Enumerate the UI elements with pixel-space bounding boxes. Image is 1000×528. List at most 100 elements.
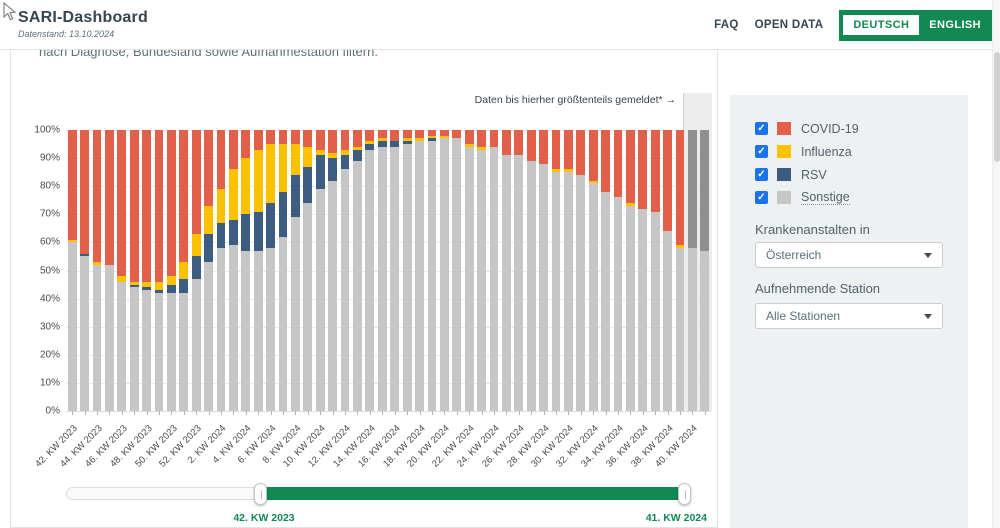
stacked-bar-45-kw-2023[interactable] — [105, 130, 114, 411]
bar-segment-covid-19 — [601, 130, 610, 192]
stacked-bar-52-kw-2023[interactable] — [191, 130, 201, 411]
stacked-bar-27-kw-2024[interactable] — [526, 130, 536, 411]
stacked-bar-12-kw-2024[interactable] — [340, 130, 350, 411]
stacked-bar-6-kw-2024[interactable] — [266, 130, 276, 411]
bar-segment-rsv — [353, 149, 362, 161]
hospital-select[interactable]: Österreich — [755, 242, 943, 268]
stacked-bar-29-kw-2024[interactable] — [551, 130, 561, 411]
x-axis-tick — [357, 411, 359, 415]
stacked-bar-51-kw-2023[interactable] — [179, 130, 189, 411]
stacked-bar-39-kw-2024[interactable] — [675, 130, 685, 411]
stacked-bar-33-kw-2024[interactable] — [601, 130, 610, 411]
stacked-bar-25-kw-2024[interactable] — [501, 130, 511, 411]
stacked-bar-14-kw-2024[interactable] — [365, 130, 375, 411]
stacked-bar-5-kw-2024[interactable] — [253, 130, 263, 411]
stacked-bar-13-kw-2024[interactable] — [353, 130, 362, 411]
bar-segment-rsv — [303, 166, 313, 204]
stacked-bar-48-kw-2023[interactable] — [142, 130, 152, 411]
stacked-bar-35-kw-2024[interactable] — [625, 130, 635, 411]
bar-segment-covid-19 — [328, 130, 338, 153]
chevron-down-icon — [924, 252, 932, 258]
week-range-slider[interactable] — [66, 483, 691, 505]
stacked-bar-11-kw-2024[interactable] — [328, 130, 338, 411]
bar-segment-sonstige — [402, 144, 412, 411]
stacked-bar-23-kw-2024[interactable] — [477, 130, 486, 411]
stacked-bar-37-kw-2024[interactable] — [650, 130, 660, 411]
bar-segment-sonstige — [328, 180, 338, 411]
stacked-bar-20-kw-2024[interactable] — [439, 130, 449, 411]
bar-segment-sonstige — [427, 141, 437, 411]
bar-segment-covid-19 — [315, 130, 325, 150]
stacked-bar-47-kw-2023[interactable] — [129, 130, 139, 411]
stacked-bar-40-kw-2024[interactable] — [687, 130, 697, 411]
stacked-bar-16-kw-2024[interactable] — [390, 130, 400, 411]
bar-segment-rsv — [142, 287, 152, 291]
checkbox-sonstige[interactable]: ✓ — [755, 191, 768, 204]
x-axis-tick — [580, 411, 582, 415]
diagnosis-legend: ✓ COVID-19 ✓ Influenza ✓ RSV ✓ Sonstige — [755, 117, 859, 209]
station-select[interactable]: Alle Stationen — [755, 303, 943, 329]
stacked-bar-15-kw-2024[interactable] — [377, 130, 387, 411]
bar-segment-covid-19 — [229, 130, 238, 170]
lang-deutsch-button[interactable]: DEUTSCH — [843, 15, 920, 35]
stacked-bar-41-kw-2024[interactable] — [700, 130, 710, 411]
stacked-bar-36-kw-2024[interactable] — [638, 130, 648, 411]
stacked-bar-18-kw-2024[interactable] — [415, 130, 424, 411]
checkbox-rsv[interactable]: ✓ — [755, 168, 768, 181]
stacked-bar-32-kw-2024[interactable] — [588, 130, 598, 411]
stacked-bar-4-kw-2024[interactable] — [241, 130, 251, 411]
stacked-bar-3-kw-2024[interactable] — [229, 130, 238, 411]
filter-hint-text: nach Diagnose, Bundesland sowie Aufnahme… — [39, 50, 378, 59]
gridline — [66, 298, 711, 300]
bar-segment-influenza — [67, 239, 77, 243]
stacked-bar-34-kw-2024[interactable] — [613, 130, 623, 411]
stacked-bar-42-kw-2023[interactable] — [67, 130, 77, 411]
stacked-bar-24-kw-2024[interactable] — [489, 130, 499, 411]
vertical-scrollbar[interactable] — [992, 0, 1000, 528]
bar-segment-sonstige — [415, 141, 424, 411]
stacked-bar-17-kw-2024[interactable] — [402, 130, 412, 411]
scrollbar-thumb[interactable] — [994, 52, 1000, 162]
stacked-bar-44-kw-2023[interactable] — [92, 130, 102, 411]
stacked-bar-28-kw-2024[interactable] — [539, 130, 548, 411]
x-axis-tick — [704, 411, 706, 415]
bar-segment-covid-19 — [266, 130, 276, 145]
stacked-bar-21-kw-2024[interactable] — [452, 130, 462, 411]
x-axis-tick — [307, 411, 309, 415]
stacked-bar-31-kw-2024[interactable] — [576, 130, 586, 411]
stacked-bar-30-kw-2024[interactable] — [563, 130, 573, 411]
y-axis-label: 10% — [39, 377, 60, 389]
stacked-bar-7-kw-2024[interactable] — [278, 130, 288, 411]
stacked-bar-19-kw-2024[interactable] — [427, 130, 437, 411]
stacked-bar-49-kw-2023[interactable] — [154, 130, 164, 411]
checkbox-covid-19[interactable]: ✓ — [755, 122, 768, 135]
slider-end-label: 41. KW 2024 — [645, 512, 707, 524]
lang-english-button[interactable]: ENGLISH — [929, 19, 981, 31]
stacked-bar-1-kw-2024[interactable] — [204, 130, 214, 411]
slider-handle-end[interactable] — [678, 483, 691, 505]
stacked-bar-8-kw-2024[interactable] — [291, 130, 300, 411]
bar-segment-covid-19 — [663, 130, 672, 232]
bar-segment-influenza — [328, 152, 338, 159]
stacked-bar-38-kw-2024[interactable] — [663, 130, 672, 411]
nav-open-data-link[interactable]: OPEN DATA — [754, 19, 824, 31]
bar-segment-covid-19 — [588, 130, 598, 181]
stacked-bar-46-kw-2023[interactable] — [117, 130, 127, 411]
bar-segment-sonstige — [638, 208, 648, 411]
nav-faq-link[interactable]: FAQ — [714, 19, 739, 31]
stacked-bar-9-kw-2024[interactable] — [303, 130, 313, 411]
bar-segment-influenza — [191, 234, 201, 257]
stacked-bar-50-kw-2023[interactable] — [167, 130, 176, 411]
stacked-bar-22-kw-2024[interactable] — [464, 130, 474, 411]
stacked-bar-26-kw-2024[interactable] — [514, 130, 524, 411]
bar-segment-rsv — [167, 284, 176, 293]
checkbox-influenza[interactable]: ✓ — [755, 145, 768, 158]
bar-segment-covid-19 — [477, 130, 486, 147]
stacked-bar-10-kw-2024[interactable] — [315, 130, 325, 411]
stacked-bar-43-kw-2023[interactable] — [80, 130, 89, 411]
slider-handle-start[interactable] — [254, 483, 267, 505]
stacked-bar-2-kw-2024[interactable] — [216, 130, 226, 411]
bar-segment-covid-19 — [365, 130, 375, 142]
gridline — [66, 270, 711, 272]
x-axis-tick — [233, 411, 235, 415]
